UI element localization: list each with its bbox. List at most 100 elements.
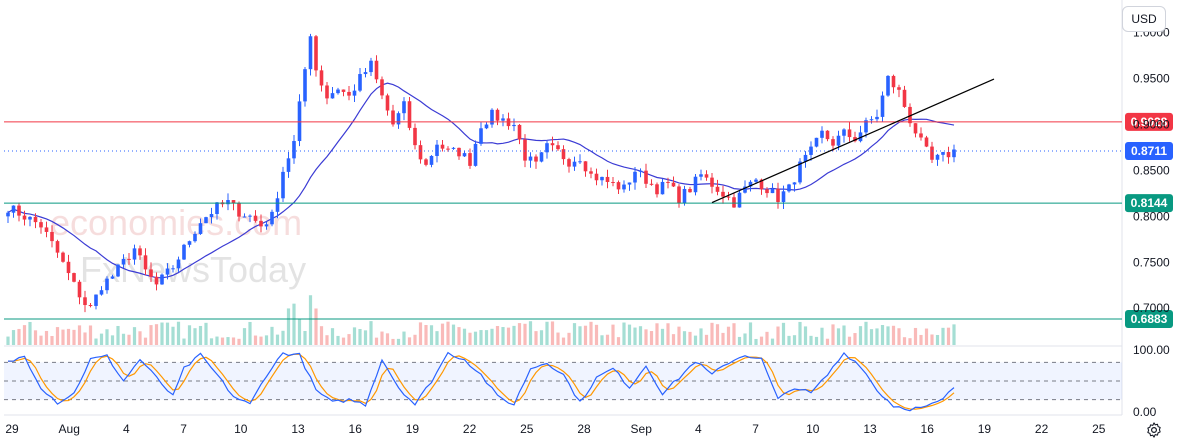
candle-body — [605, 176, 610, 183]
candle-body — [891, 75, 896, 88]
stochastic-pane — [4, 351, 1122, 412]
candle — [567, 157, 571, 173]
volume-bar — [198, 325, 203, 345]
candle-body — [666, 181, 670, 183]
volume-bar — [737, 336, 742, 345]
candle-body — [952, 149, 956, 158]
candle-body — [457, 147, 461, 157]
volume-bar — [655, 323, 659, 345]
candle — [930, 141, 934, 163]
candle — [248, 214, 252, 223]
candle-body — [72, 273, 76, 282]
volume-bar — [83, 332, 87, 345]
candle-body — [440, 144, 445, 149]
x-tick-label: 4 — [695, 422, 702, 436]
volume-bar — [66, 328, 71, 345]
volume-bar — [803, 326, 808, 345]
volume-bar — [858, 326, 863, 345]
volume-bar — [704, 334, 709, 345]
candle — [457, 147, 461, 160]
candle — [721, 185, 725, 204]
volume-bar — [792, 335, 797, 345]
candle — [132, 244, 137, 265]
candle-body — [105, 278, 109, 291]
candle — [303, 67, 307, 107]
candle-body — [429, 155, 434, 165]
volume-bar — [897, 328, 901, 345]
volume-bar — [237, 338, 241, 345]
trendline-line — [711, 78, 995, 204]
candle — [484, 122, 489, 130]
candle-body — [781, 191, 786, 203]
candle — [226, 193, 230, 211]
volume-bar — [308, 295, 313, 345]
volume-bar — [402, 331, 406, 345]
volume-bar — [710, 322, 714, 345]
candle — [506, 112, 511, 130]
candle-body — [567, 159, 571, 167]
candle-body — [198, 223, 203, 234]
candle-body — [165, 268, 170, 275]
candle-body — [792, 182, 797, 185]
candle-body — [259, 220, 263, 227]
candle-body — [33, 216, 38, 223]
volume-bar — [754, 338, 758, 345]
candle — [919, 127, 923, 141]
volume-bar — [809, 335, 813, 345]
volume-bar — [253, 335, 258, 345]
candle-body — [160, 274, 164, 285]
volume-histogram — [6, 295, 956, 345]
level-badge — [1125, 309, 1173, 328]
candle-body — [176, 259, 181, 269]
volume-bar — [154, 324, 159, 345]
volume-bar — [99, 333, 104, 345]
volume-bar — [743, 333, 747, 345]
volume-bar — [490, 328, 494, 345]
currency-selector[interactable]: USD — [1122, 6, 1166, 32]
candle — [429, 155, 434, 168]
candle-body — [688, 188, 692, 193]
volume-bar — [946, 327, 951, 345]
candle — [182, 243, 186, 261]
candle — [737, 190, 742, 208]
candle-body — [831, 139, 835, 146]
volume-bar — [919, 334, 923, 345]
candle-body — [770, 188, 775, 194]
candle-body — [83, 297, 87, 306]
volume-bar — [209, 338, 214, 345]
candle — [325, 82, 329, 105]
candle — [528, 152, 533, 168]
settings-button[interactable] — [1143, 419, 1165, 441]
volume-bar — [121, 333, 126, 345]
candle — [820, 126, 824, 144]
candle-body — [248, 215, 252, 217]
volume-bar — [94, 338, 98, 345]
candle-body — [803, 154, 808, 162]
candle — [396, 111, 401, 129]
candle-body — [908, 106, 912, 124]
x-tick-label: 22 — [1035, 422, 1049, 436]
candle — [847, 122, 852, 142]
watermark-text-fxnewstoday: FxNewsToday — [80, 249, 306, 290]
volume-bar — [270, 326, 274, 345]
volume-bar — [875, 328, 879, 345]
candle — [803, 151, 808, 168]
candle-body — [501, 118, 505, 121]
candle — [726, 191, 731, 201]
candle — [363, 67, 368, 78]
volume-bar — [457, 327, 461, 345]
candle — [259, 214, 263, 233]
volume-bar — [891, 325, 896, 345]
candle-body — [336, 89, 340, 94]
candle-body — [671, 182, 676, 187]
volume-bar — [374, 337, 379, 345]
candle-body — [303, 69, 307, 102]
volume-bar — [369, 321, 373, 345]
candle-body — [550, 143, 555, 146]
x-tick-label: 19 — [978, 422, 992, 436]
volume-bar — [842, 325, 846, 345]
candle — [908, 103, 912, 127]
candle-body — [798, 161, 802, 183]
candle-body — [853, 137, 857, 142]
